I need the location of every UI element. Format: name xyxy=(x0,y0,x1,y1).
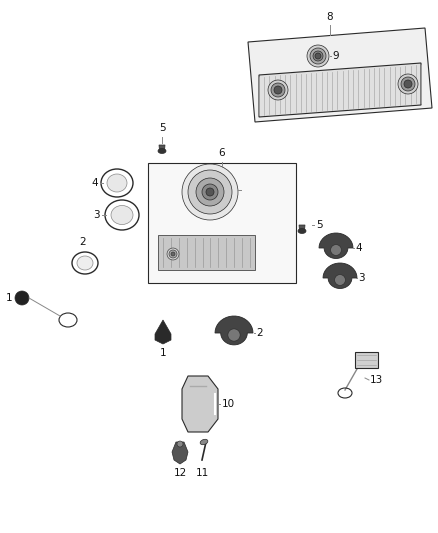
Text: 3: 3 xyxy=(93,210,100,220)
Circle shape xyxy=(268,80,288,100)
Ellipse shape xyxy=(111,206,133,224)
Polygon shape xyxy=(158,235,255,270)
Circle shape xyxy=(401,77,415,91)
Circle shape xyxy=(228,329,240,341)
Polygon shape xyxy=(319,233,353,259)
Polygon shape xyxy=(323,263,357,288)
Circle shape xyxy=(335,274,346,285)
Circle shape xyxy=(398,74,418,94)
Text: 1: 1 xyxy=(160,348,166,358)
Circle shape xyxy=(206,188,214,196)
Circle shape xyxy=(167,248,179,260)
Circle shape xyxy=(307,45,329,67)
Text: 7: 7 xyxy=(242,185,249,195)
Ellipse shape xyxy=(200,439,208,445)
Ellipse shape xyxy=(107,174,127,192)
Circle shape xyxy=(404,80,412,88)
Text: 11: 11 xyxy=(195,468,208,478)
Circle shape xyxy=(196,178,224,206)
Circle shape xyxy=(310,48,326,64)
Text: 1: 1 xyxy=(5,293,12,303)
Ellipse shape xyxy=(298,229,306,233)
Polygon shape xyxy=(355,352,378,368)
Circle shape xyxy=(313,51,323,61)
Text: 6: 6 xyxy=(219,148,225,158)
Polygon shape xyxy=(248,28,432,122)
Text: 4: 4 xyxy=(92,178,98,188)
Polygon shape xyxy=(182,376,218,432)
Circle shape xyxy=(274,86,282,94)
Text: 2: 2 xyxy=(256,328,263,338)
Circle shape xyxy=(177,441,183,447)
Text: 3: 3 xyxy=(358,273,364,283)
Text: 13: 13 xyxy=(370,375,383,385)
Circle shape xyxy=(188,170,232,214)
Circle shape xyxy=(182,164,238,220)
Text: 8: 8 xyxy=(327,12,333,22)
Polygon shape xyxy=(215,316,253,345)
Circle shape xyxy=(271,83,285,97)
Circle shape xyxy=(171,252,175,256)
Circle shape xyxy=(331,245,341,255)
Circle shape xyxy=(315,53,321,59)
Text: 5: 5 xyxy=(159,123,165,133)
Text: 9: 9 xyxy=(332,51,339,61)
Polygon shape xyxy=(259,63,421,117)
Circle shape xyxy=(202,184,218,200)
Text: 4: 4 xyxy=(355,243,362,253)
Circle shape xyxy=(169,250,177,258)
Polygon shape xyxy=(299,225,305,231)
Text: 10: 10 xyxy=(222,399,235,409)
Polygon shape xyxy=(159,145,165,151)
Text: 5: 5 xyxy=(316,220,323,230)
Text: 2: 2 xyxy=(80,237,86,247)
Ellipse shape xyxy=(158,149,166,154)
Ellipse shape xyxy=(77,256,93,270)
Text: 12: 12 xyxy=(173,468,187,478)
FancyBboxPatch shape xyxy=(148,163,296,283)
Circle shape xyxy=(15,291,29,305)
Polygon shape xyxy=(155,320,171,344)
Polygon shape xyxy=(172,442,188,464)
